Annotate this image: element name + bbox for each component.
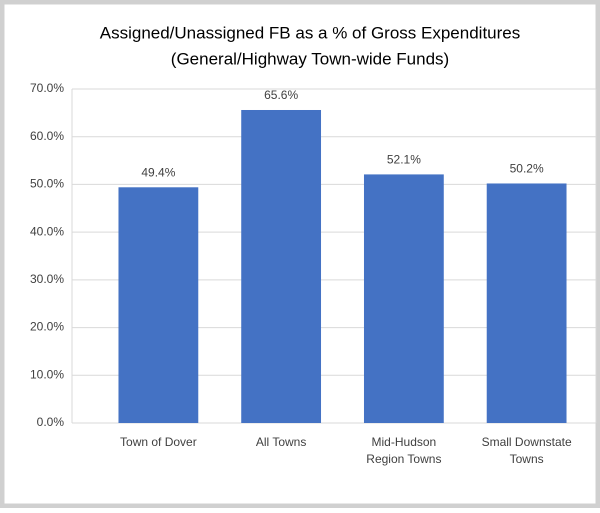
x-tick-label: Small Downstate Towns [482,435,572,466]
y-tick-label: 30.0% [30,272,64,286]
x-tick-line: Small Downstate [482,435,572,449]
x-tick-line: Mid-Hudson [372,435,437,449]
x-tick-line: Town of Dover [120,435,197,449]
bar [241,109,322,423]
bar [363,174,444,423]
y-tick-label: 0.0% [37,415,65,429]
data-label: 50.2% [510,162,544,176]
bar [118,187,199,423]
x-tick-line: Region Towns [366,452,441,466]
data-label: 65.6% [264,88,298,102]
y-tick-label: 50.0% [30,177,64,191]
data-label: 49.4% [141,165,175,179]
y-tick-label: 10.0% [30,367,64,381]
x-tick-line: All Towns [256,435,306,449]
x-tick-label: Mid-Hudson Region Towns [366,435,441,466]
y-tick-label: 40.0% [30,224,64,238]
x-tick-label: Town of Dover [120,435,197,449]
x-tick-label: All Towns [256,435,306,449]
chart-title: (General/Highway Town-wide Funds) [171,49,449,68]
y-tick-label: 70.0% [30,81,64,95]
y-tick-label: 60.0% [30,129,64,143]
bar [486,183,567,423]
y-tick-label: 20.0% [30,320,64,334]
x-tick-line: Towns [510,452,544,466]
data-label: 52.1% [387,153,421,167]
chart-title: Assigned/Unassigned FB as a % of Gross E… [100,23,521,42]
